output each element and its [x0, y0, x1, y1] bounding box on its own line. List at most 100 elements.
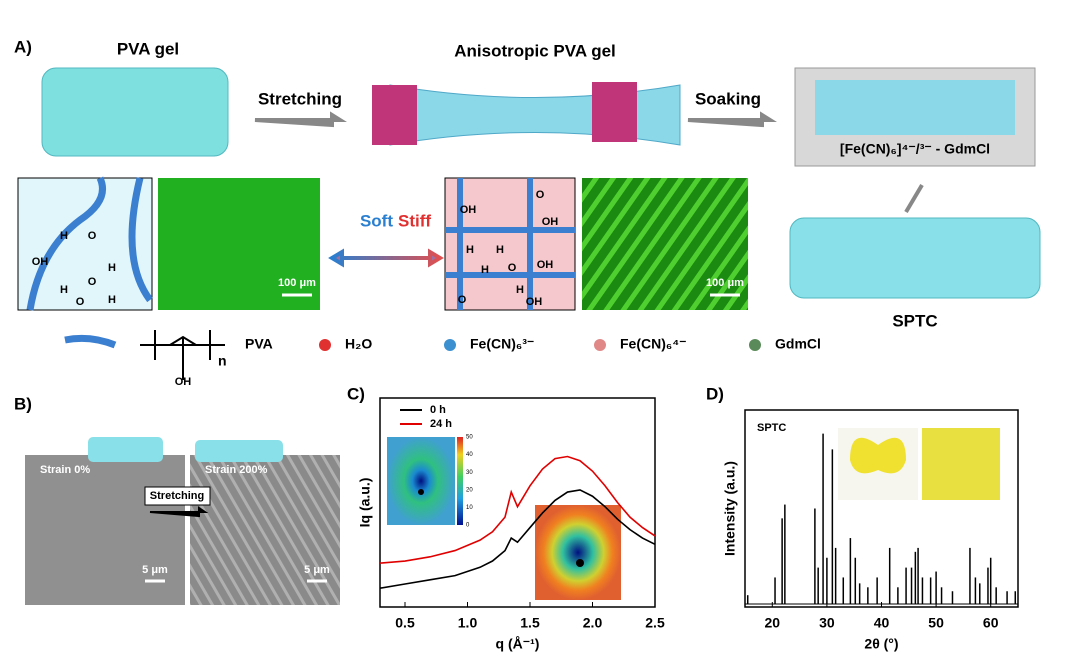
chain	[445, 178, 575, 310]
legend-icon	[594, 339, 606, 351]
chem-label: O	[88, 230, 97, 242]
x-tick-label: 1.0	[458, 615, 478, 631]
chem-label: O	[458, 294, 467, 306]
x-tick-label: 30	[819, 615, 835, 631]
solution-label: [Fe(CN)₆]⁴⁻/³⁻ - GdmCl	[840, 141, 990, 157]
gel-chip	[88, 437, 163, 462]
chem-label: O	[76, 296, 85, 308]
gel	[41, 67, 229, 157]
micrograph	[582, 178, 748, 310]
structure	[140, 330, 225, 380]
x-tick-label: 40	[874, 615, 890, 631]
strain-label: Strain 200%	[205, 464, 268, 476]
legend-label: Fe(CN)₆⁴⁻	[620, 336, 687, 352]
chart-title: SPTC	[757, 422, 786, 434]
x-tick-label: 20	[765, 615, 781, 631]
arrow	[328, 248, 444, 268]
arrow	[904, 183, 924, 214]
step-label: Stretching	[258, 89, 342, 108]
y-axis-label: Intensity (a.u.)	[722, 461, 738, 556]
panel-d: D)	[706, 384, 1019, 608]
arrow	[254, 111, 347, 128]
panel-label: B)	[14, 394, 32, 413]
colorbar-tick-label: 30	[466, 470, 473, 476]
arrow	[149, 506, 209, 518]
structure-label: n	[218, 353, 227, 369]
chem-label: OH	[32, 256, 49, 268]
clip	[592, 82, 637, 142]
soft-label: Soft	[360, 211, 393, 230]
legend-row: n OH PVA H₂O Fe(CN)₆³⁻ Fe(CN)₆⁴⁻ GdmCl	[64, 330, 821, 388]
clip	[372, 85, 417, 145]
heading: Anisotropic PVA gel	[454, 41, 616, 60]
panel-label: A)	[14, 37, 32, 56]
x-tick-label: 2.0	[583, 615, 603, 631]
colorbar-tick-label: 0	[466, 523, 470, 529]
chain-icon	[64, 334, 117, 349]
chem-label: H	[516, 284, 524, 296]
chem-label: H	[60, 284, 68, 296]
chain	[128, 177, 153, 303]
y-axis-label: Iq (a.u.)	[357, 478, 373, 528]
scale-bar-label: 5 μm	[142, 564, 168, 576]
panel-label: C)	[347, 384, 365, 403]
label-box	[144, 486, 211, 506]
colorbar-tick-label: 50	[466, 435, 473, 441]
x-tick-label: 1.5	[520, 615, 540, 631]
x-tick-label: 60	[983, 615, 999, 631]
gel-chip	[195, 440, 283, 462]
heading: PVA gel	[117, 39, 179, 58]
stiff-label: Stiff	[398, 211, 431, 230]
chem-label: OH	[542, 216, 559, 228]
strain-label: Strain 0%	[40, 464, 90, 476]
legend-label: Fe(CN)₆³⁻	[470, 336, 534, 352]
structure-label: OH	[175, 376, 192, 388]
legend-icon	[444, 339, 456, 351]
gel	[789, 217, 1041, 299]
schematic	[444, 177, 576, 311]
legend-label: GdmCl	[775, 336, 821, 352]
step-label: Soaking	[695, 89, 761, 108]
panel-b: B) Strain 0% Strain 200% Stretching 5 μm…	[14, 394, 340, 605]
legend-icon	[319, 339, 331, 351]
chain	[26, 176, 106, 311]
plot-frame	[379, 397, 656, 608]
scale-bar-label: 100 μm	[278, 277, 316, 289]
chem-label: O	[508, 262, 517, 274]
data-line	[379, 455, 656, 564]
chem-label: H	[108, 262, 116, 274]
data-line	[379, 489, 656, 589]
legend-label: PVA	[245, 336, 273, 352]
panel-c: C)	[347, 384, 656, 608]
legend-label: 0 h	[430, 404, 446, 416]
legend-label: 24 h	[430, 418, 452, 430]
chem-label: OH	[537, 259, 554, 271]
colorbar-tick-label: 40	[466, 452, 473, 458]
photo	[922, 428, 1000, 500]
beam-stop	[418, 489, 424, 495]
chem-label: OH	[526, 296, 543, 308]
colorbar-tick-label: 20	[466, 487, 473, 493]
colorbar-tick-label: 10	[466, 505, 473, 511]
chem-label: O	[536, 189, 545, 201]
saxs-pattern	[387, 437, 455, 525]
arrow	[687, 111, 777, 128]
chem-label: H	[481, 264, 489, 276]
chem-label: O	[88, 276, 97, 288]
x-tick-label: 50	[928, 615, 944, 631]
legend-icon	[749, 339, 761, 351]
micrograph	[158, 178, 320, 310]
gel	[815, 80, 1015, 135]
step-label: Stretching	[150, 490, 204, 502]
photo-object	[850, 437, 906, 474]
chem-label: OH	[460, 204, 477, 216]
chem-label: H	[108, 294, 116, 306]
beam-stop	[576, 559, 584, 567]
scale-bar-label: 100 μm	[706, 277, 744, 289]
saxs-pattern	[535, 505, 621, 600]
x-tick-label: 2.5	[645, 615, 665, 631]
panel-label: D)	[706, 384, 724, 403]
chem-label: H	[60, 230, 68, 242]
x-tick-label: 0.5	[395, 615, 415, 631]
